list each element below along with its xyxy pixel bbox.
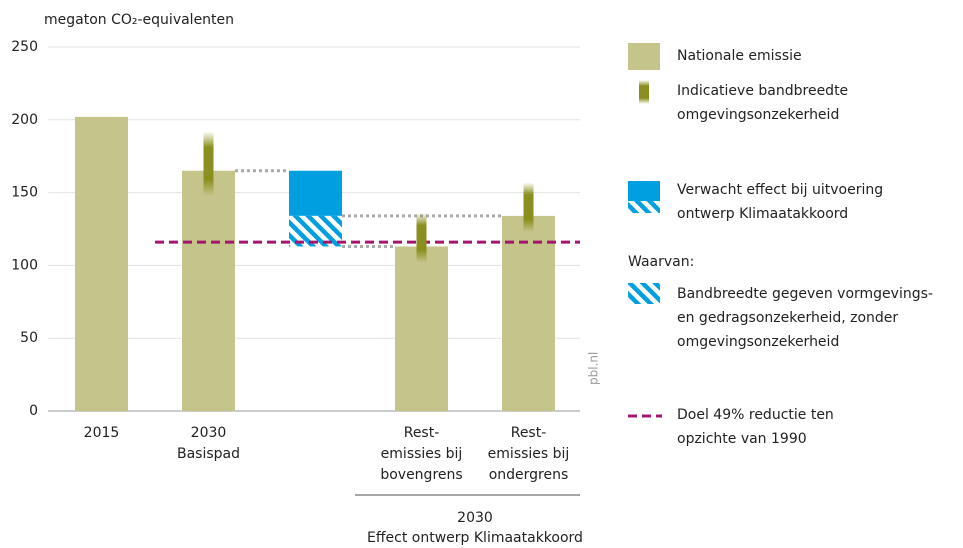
bar [182, 170, 235, 411]
legend-label: omgevingsonzekerheid [677, 334, 839, 350]
x-tick-label: Rest- [404, 425, 440, 441]
bar [75, 116, 128, 411]
bar [395, 246, 448, 411]
x-tick-label: emissies bij [488, 446, 570, 462]
range-bar [416, 212, 427, 263]
legend-label: Verwacht effect bij uitvoering [677, 182, 883, 198]
x-tick-label: 2015 [84, 425, 120, 441]
group-label: Effect ontwerp Klimaatakkoord [367, 530, 583, 546]
legend-label: Nationale emissie [677, 48, 802, 64]
x-tick-label: 2030 [191, 425, 227, 441]
legend-swatch [639, 80, 649, 104]
x-tick-label: Basispad [177, 446, 240, 462]
legend-label: ontwerp Klimaatakkoord [677, 206, 848, 222]
x-tick-label: emissies bij [381, 446, 463, 462]
y-tick-label: 200 [11, 112, 38, 128]
legend-label: omgevingsonzekerheid [677, 107, 839, 123]
legend-swatch [628, 201, 660, 213]
legend-label: opzichte van 1990 [677, 431, 807, 447]
x-tick-label: Rest- [511, 425, 547, 441]
legend-label: Indicatieve bandbreedte [677, 83, 848, 99]
y-tick-label: 50 [20, 330, 38, 346]
legend-label: Doel 49% reductie ten [677, 407, 834, 423]
legend-swatch [628, 181, 660, 201]
legend-heading: Waarvan: [628, 254, 694, 270]
bar [502, 215, 555, 411]
y-tick-label: 0 [29, 403, 38, 419]
legend-swatch [628, 283, 660, 304]
y-tick-label: 100 [11, 257, 38, 273]
y-tick-label: 250 [11, 39, 38, 55]
y-axis-label: megaton CO₂-equivalenten [44, 12, 234, 28]
source: pbl.nl [587, 352, 601, 385]
range-bar [203, 131, 214, 196]
x-tick-label: bovengrens [380, 467, 462, 483]
effect-bar [289, 170, 342, 216]
group-label: 2030 [457, 510, 493, 526]
legend-swatch [628, 43, 660, 70]
range-bar [523, 182, 534, 232]
legend-label: en gedragsonzekerheid, zonder [677, 310, 898, 326]
legend-label: Bandbreedte gegeven vormgevings- [677, 286, 933, 302]
y-tick-label: 150 [11, 185, 38, 201]
x-tick-label: ondergrens [489, 467, 569, 483]
